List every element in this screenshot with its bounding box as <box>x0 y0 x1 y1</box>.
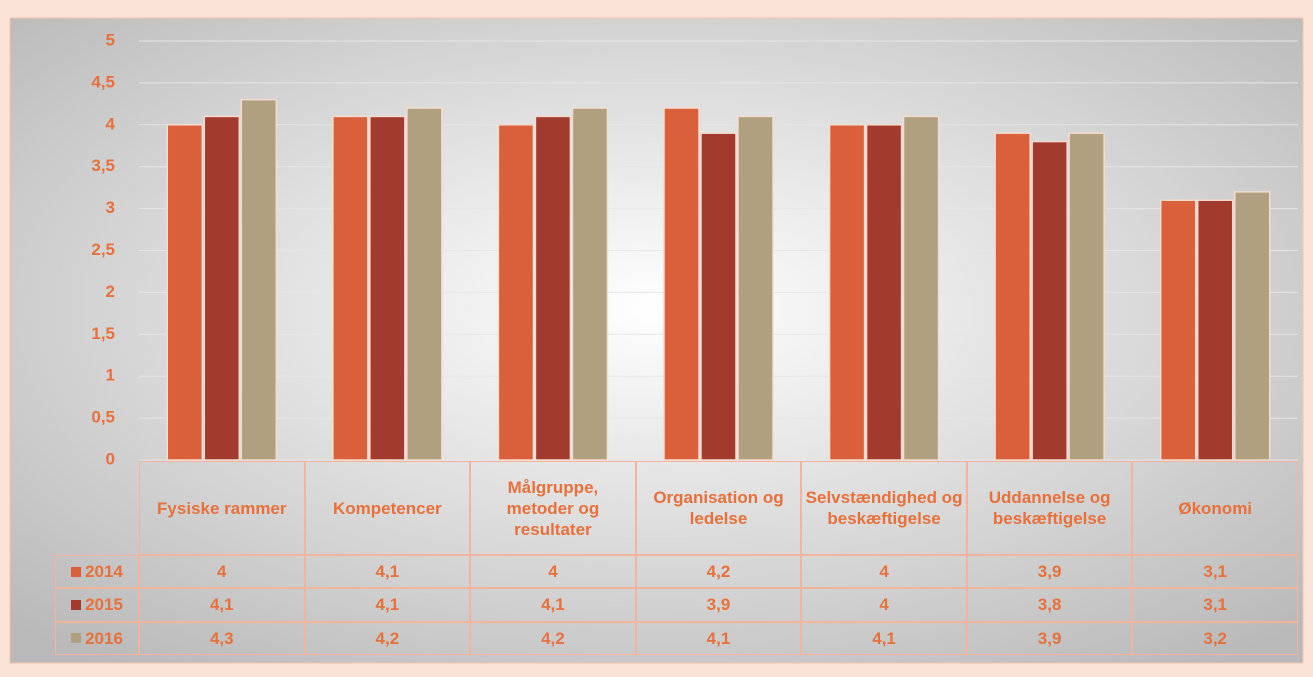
y-tick-label: 5 <box>106 30 115 49</box>
bar <box>828 124 866 461</box>
data-label: 4,1 <box>304 555 471 589</box>
category-label: Uddannelse og beskæftigelse <box>966 461 1133 555</box>
category-label: Målgruppe, metoder og resultater <box>470 461 636 555</box>
data-label: 4 <box>470 555 636 589</box>
category-label: Organisation og ledelse <box>635 461 802 555</box>
bar <box>406 107 443 461</box>
bar <box>994 132 1031 461</box>
data-label: 3,1 <box>1132 555 1298 589</box>
category-label: Selvstændighed og beskæftigelse <box>801 461 967 555</box>
bar <box>700 132 737 461</box>
data-label: 3,9 <box>966 555 1133 589</box>
y-tick-label: 2,5 <box>91 240 115 259</box>
y-tick-label: 0 <box>106 449 115 468</box>
category-label: Kompetencer <box>304 461 471 555</box>
bar <box>240 98 278 461</box>
bar <box>1068 132 1105 461</box>
bar <box>166 124 204 461</box>
data-label: 3,9 <box>966 621 1133 655</box>
y-tick-label: 4 <box>106 114 116 133</box>
data-label: 3,2 <box>1132 621 1298 655</box>
bar <box>737 115 774 461</box>
legend-swatch <box>71 633 82 644</box>
data-label: 4,2 <box>635 555 802 589</box>
legend-label: 2015 <box>85 595 123 615</box>
y-tick-label: 1 <box>106 366 115 385</box>
bar <box>534 115 572 461</box>
y-tick-label: 4,5 <box>91 72 115 91</box>
data-label: 3,9 <box>635 588 802 622</box>
bar <box>663 107 700 461</box>
bar <box>902 115 940 461</box>
y-tick-label: 2 <box>106 282 115 301</box>
data-label: 4,1 <box>801 621 967 655</box>
bar <box>1233 191 1271 461</box>
y-tick-label: 3 <box>106 198 115 217</box>
data-label: 4 <box>801 588 967 622</box>
category-label: Økonomi <box>1132 461 1298 555</box>
y-tick-label: 1,5 <box>91 324 115 343</box>
legend-label: 2014 <box>85 562 123 582</box>
data-label: 4,1 <box>470 588 636 622</box>
bar <box>369 115 406 461</box>
bar <box>571 107 609 461</box>
data-label: 4,2 <box>470 621 636 655</box>
legend-swatch <box>71 566 82 577</box>
bar <box>203 115 241 461</box>
bar <box>1196 199 1234 461</box>
data-label: 3,8 <box>966 588 1133 622</box>
legend-entry: 2015 <box>55 588 139 622</box>
category-label: Fysiske rammer <box>139 461 305 555</box>
legend-label: 2016 <box>85 628 123 648</box>
bar <box>1159 199 1197 461</box>
legend-swatch <box>71 599 82 610</box>
legend-entry: 2014 <box>55 555 139 589</box>
data-label: 4,1 <box>139 588 305 622</box>
bar <box>332 115 369 461</box>
bar <box>865 124 903 461</box>
data-label: 4,3 <box>139 621 305 655</box>
data-label: 4 <box>801 555 967 589</box>
data-label: 3,1 <box>1132 588 1298 622</box>
y-tick-label: 3,5 <box>91 156 115 175</box>
bar <box>497 124 535 461</box>
legend-entry: 2016 <box>55 621 139 655</box>
data-label: 4,2 <box>304 621 471 655</box>
data-label: 4 <box>139 555 305 589</box>
data-label: 4,1 <box>304 588 471 622</box>
bar <box>1031 140 1068 461</box>
y-tick-label: 0,5 <box>91 408 115 427</box>
data-label: 4,1 <box>635 621 802 655</box>
